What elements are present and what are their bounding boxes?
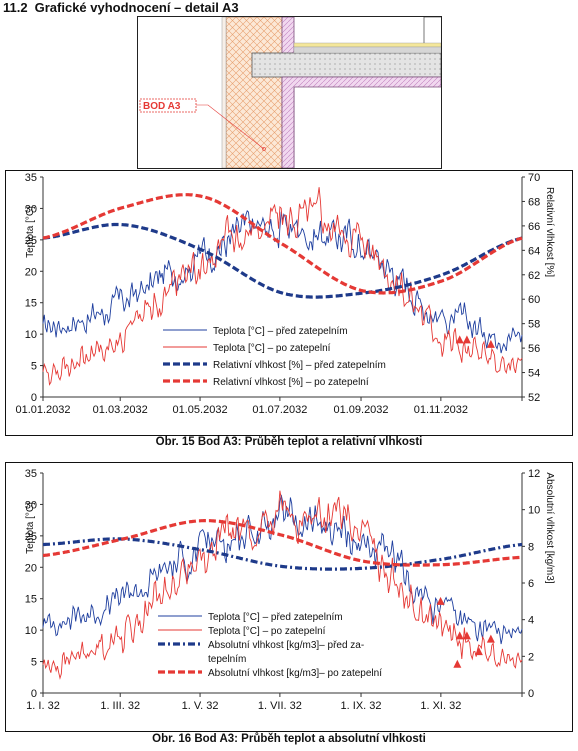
warning-marker [455, 631, 464, 640]
right-tick-label: 6 [528, 578, 534, 590]
series-line-1 [42, 187, 523, 386]
right-tick-label: 54 [528, 368, 540, 380]
left-tick-label: 30 [25, 499, 37, 511]
warning-marker [486, 339, 495, 348]
warning-marker [462, 631, 471, 640]
left-tick-label: 0 [31, 392, 37, 404]
right-tick-label: 56 [528, 343, 540, 355]
legend-label: Relativní vlhkost [%] – po zatepelní [213, 377, 369, 388]
series-line-3 [42, 193, 523, 295]
section-number: 11.2 [3, 0, 28, 15]
x-tick-label: 1. III. 32 [100, 700, 140, 712]
x-tick-label: 1. VII. 32 [258, 700, 302, 712]
left-tick-label: 35 [25, 468, 37, 480]
right-tick-label: 64 [528, 245, 540, 257]
left-tick-label: 0 [31, 688, 37, 700]
warning-marker [474, 647, 483, 656]
x-tick-label: 01.01.2032 [15, 404, 70, 416]
x-tick-label: 1. I. 32 [26, 700, 60, 712]
x-tick-label: 1. V. 32 [182, 700, 219, 712]
legend-label: Teplota [°C] – před zatepelním [208, 612, 343, 623]
right-tick-label: 68 [528, 196, 540, 208]
floor-layer-grey [293, 46, 442, 54]
series-line-3 [42, 518, 523, 567]
right-tick-label: 12 [528, 468, 540, 480]
chart-2-svg: 0 5 10 15 20 25 30 35 0 2 4 6 8 10 12 1. I. 32 1. III. 3… [25, 468, 555, 712]
right-tick-label: 66 [528, 221, 540, 233]
warning-marker [462, 335, 471, 344]
bod-label: BOD A3 [143, 101, 181, 112]
chart-2-frame: 0 5 10 15 20 25 30 35 0 2 4 6 8 10 12 1. I. 32 1. III. 3… [5, 462, 573, 732]
right-tick-label: 62 [528, 270, 540, 282]
floor-layer-yellow [293, 42, 442, 48]
left-tick-label: 20 [25, 562, 37, 574]
chart-1-caption: Obr. 15 Bod A3: Průběh teplot a relativn… [155, 436, 423, 448]
x-tick-label: 1. IX. 32 [341, 700, 382, 712]
x-tick-label: 01.09.2032 [333, 404, 388, 416]
left-tick-label: 25 [25, 531, 37, 543]
left-tick-label: 15 [25, 298, 37, 310]
legend-label: Relativní vlhkost [%] – před zatepelním [213, 360, 386, 371]
right-tick-label: 8 [528, 541, 534, 553]
x-tick-label: 01.11.2032 [414, 404, 468, 416]
right-tick-label: 10 [528, 505, 540, 517]
right-axis-title: Relativní vlhkost [%] [544, 187, 555, 277]
detail-drawing: BOD A3 [137, 16, 442, 169]
left-tick-label: 20 [25, 266, 37, 278]
detail-svg: BOD A3 [139, 16, 442, 169]
series-line-2 [42, 222, 523, 299]
legend-label: Teplota [°C] – po zatepelní [208, 626, 326, 637]
x-tick-label: 01.07.2032 [252, 404, 307, 416]
section-heading: 11.2 Grafické vyhodnocení – detail A3 [3, 0, 239, 15]
bod-point [262, 147, 266, 151]
insulation-soffit [281, 76, 442, 169]
warning-marker [436, 596, 445, 605]
chart-2-caption: Obr. 16 Bod A3: Průběh teplot a absolutn… [152, 733, 426, 745]
right-tick-label: 58 [528, 319, 540, 331]
series-line-2 [43, 537, 523, 571]
left-tick-label: 30 [25, 203, 37, 215]
right-tick-label: 2 [528, 651, 534, 663]
warning-marker [486, 634, 495, 643]
legend-label: tepelním [208, 654, 246, 665]
x-tick-label: 01.03.2032 [93, 404, 148, 416]
left-axis-title: Teplota [°C] [25, 502, 36, 554]
legend-label: Teplota [°C] – před zatepelním [213, 326, 348, 337]
left-tick-label: 35 [25, 172, 37, 184]
left-tick-label: 5 [31, 657, 37, 669]
legend-label: Absolutní vlhkost [kg/m3]– před za- [208, 640, 364, 651]
interior-plaster [221, 16, 227, 169]
brick-wall [225, 16, 283, 169]
left-tick-label: 25 [25, 235, 37, 247]
left-tick-label: 10 [25, 329, 37, 341]
bod-leader-line [196, 104, 265, 150]
x-tick-label: 1. XI. 32 [420, 700, 461, 712]
series-line-1 [42, 490, 523, 680]
right-tick-label: 0 [528, 688, 534, 700]
bod-label-box [139, 98, 197, 113]
right-tick-label: 4 [528, 615, 534, 627]
chart-1-svg: 0 5 10 15 20 25 30 35 52 54 56 58 60 62 64 66 68 70 01.01.… [15, 172, 555, 416]
floor-slab [251, 52, 442, 78]
section-title: Grafické vyhodnocení – detail A3 [34, 0, 239, 15]
left-axis-title: Teplota [°C] [25, 206, 36, 258]
right-tick-label: 60 [528, 294, 540, 306]
right-tick-label: 70 [528, 172, 540, 184]
warning-marker [453, 659, 462, 668]
left-tick-label: 5 [31, 361, 37, 373]
chart-1-frame: 0 5 10 15 20 25 30 35 52 54 56 58 60 62 64 66 68 70 01.01.… [5, 170, 573, 436]
x-tick-label: 01.05.2032 [173, 404, 228, 416]
legend-label: Teplota [°C] – po zatepelní [213, 343, 331, 354]
left-tick-label: 15 [25, 594, 37, 606]
right-axis-title: Absolutní vlhkost [kg/m3] [544, 472, 555, 583]
legend-label: Absolutní vlhkost [kg/m3]– po zatepelní [208, 668, 382, 679]
left-tick-label: 10 [25, 625, 37, 637]
warning-marker [455, 335, 464, 344]
right-tick-label: 52 [528, 392, 540, 404]
